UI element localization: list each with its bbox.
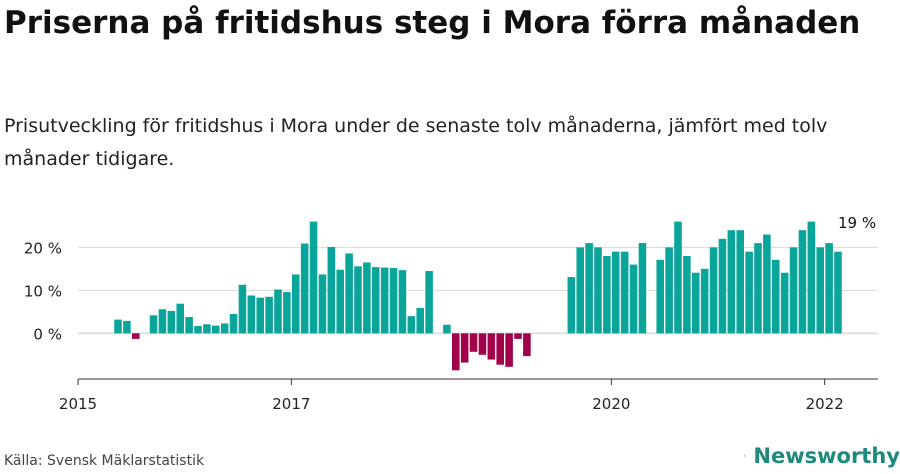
- bar: [656, 259, 664, 334]
- brand-name: Newsworthy: [753, 444, 900, 468]
- chart-subtitle: Prisutveckling för fritidshus i Mora und…: [4, 115, 828, 170]
- bar: [745, 251, 753, 334]
- chart-title: Priserna på fritidshus steg i Mora förra…: [4, 5, 861, 41]
- x-tick-label: 2020: [592, 395, 630, 413]
- bar: [487, 333, 496, 360]
- y-tick-label: 0 %: [33, 325, 62, 343]
- bar: [612, 251, 620, 334]
- bar: [718, 238, 727, 334]
- bar: [585, 243, 593, 334]
- y-tick-label: 20 %: [24, 239, 62, 257]
- bar: [300, 243, 309, 334]
- bar: [265, 296, 273, 334]
- bar: [478, 333, 487, 355]
- bar: [229, 313, 238, 334]
- bar: [345, 253, 353, 334]
- bar: [576, 247, 584, 334]
- bar: [318, 274, 327, 334]
- bar: [629, 264, 638, 334]
- bar: [825, 243, 833, 334]
- bar: [523, 333, 531, 357]
- bar: [256, 297, 264, 334]
- bar: [772, 259, 780, 334]
- bar: [816, 247, 824, 334]
- newsworthy-logo-icon: [744, 455, 746, 457]
- bar: [158, 309, 167, 334]
- x-tick-label: 2015: [59, 395, 97, 413]
- bar: [123, 320, 131, 334]
- bar: [798, 230, 807, 334]
- bar: [247, 295, 256, 334]
- bar: [692, 272, 700, 334]
- x-tick-label: 2017: [272, 395, 310, 413]
- bar: [514, 333, 522, 339]
- bar: [363, 262, 371, 334]
- data-label: 19 %: [838, 214, 876, 232]
- bar: [443, 324, 451, 334]
- bar: [638, 243, 647, 334]
- bar: [469, 333, 478, 352]
- bar: [114, 319, 122, 334]
- bar: [407, 316, 416, 334]
- bar: [780, 272, 789, 334]
- bar: [807, 221, 816, 334]
- bar: [727, 230, 736, 334]
- bar: [167, 310, 176, 334]
- bar: [736, 230, 744, 334]
- bar: [176, 303, 184, 334]
- bar: [674, 221, 682, 334]
- bar: [567, 277, 576, 334]
- bar: [416, 307, 424, 334]
- bar: [700, 268, 709, 334]
- bar: [452, 333, 460, 371]
- brand-logo: Newsworthy: [744, 440, 900, 472]
- bar: [336, 269, 344, 334]
- bar: [309, 221, 318, 334]
- bar: [460, 333, 469, 363]
- bar: [185, 316, 193, 334]
- bar: [283, 292, 291, 334]
- bar: [496, 333, 504, 365]
- bar: [620, 251, 629, 334]
- bar: [354, 266, 362, 334]
- bar: [398, 270, 407, 334]
- bar: [380, 267, 389, 334]
- bar: [594, 247, 602, 334]
- x-tick-label: 2022: [806, 395, 844, 413]
- bar: [212, 325, 220, 334]
- bar: [149, 315, 158, 334]
- bar: [789, 247, 798, 334]
- bar: [603, 255, 611, 334]
- y-tick-label: 10 %: [24, 282, 62, 300]
- bar: [425, 271, 433, 334]
- bar: [372, 267, 380, 334]
- bar: [389, 268, 398, 334]
- bar: [194, 326, 202, 334]
- bar: [763, 234, 771, 334]
- bar: [665, 247, 673, 334]
- bar: [274, 289, 282, 334]
- bar: [754, 243, 762, 334]
- bar: [292, 274, 300, 334]
- source-note: Källa: Svensk Mäklarstatistik: [4, 453, 205, 469]
- bar: [203, 324, 211, 334]
- bar: [709, 247, 718, 334]
- bar: [834, 251, 842, 334]
- bar: [683, 255, 691, 334]
- bar: [238, 284, 247, 334]
- bar: [505, 333, 513, 367]
- bar: [327, 246, 336, 334]
- bar: [132, 333, 140, 339]
- bar: [220, 323, 229, 334]
